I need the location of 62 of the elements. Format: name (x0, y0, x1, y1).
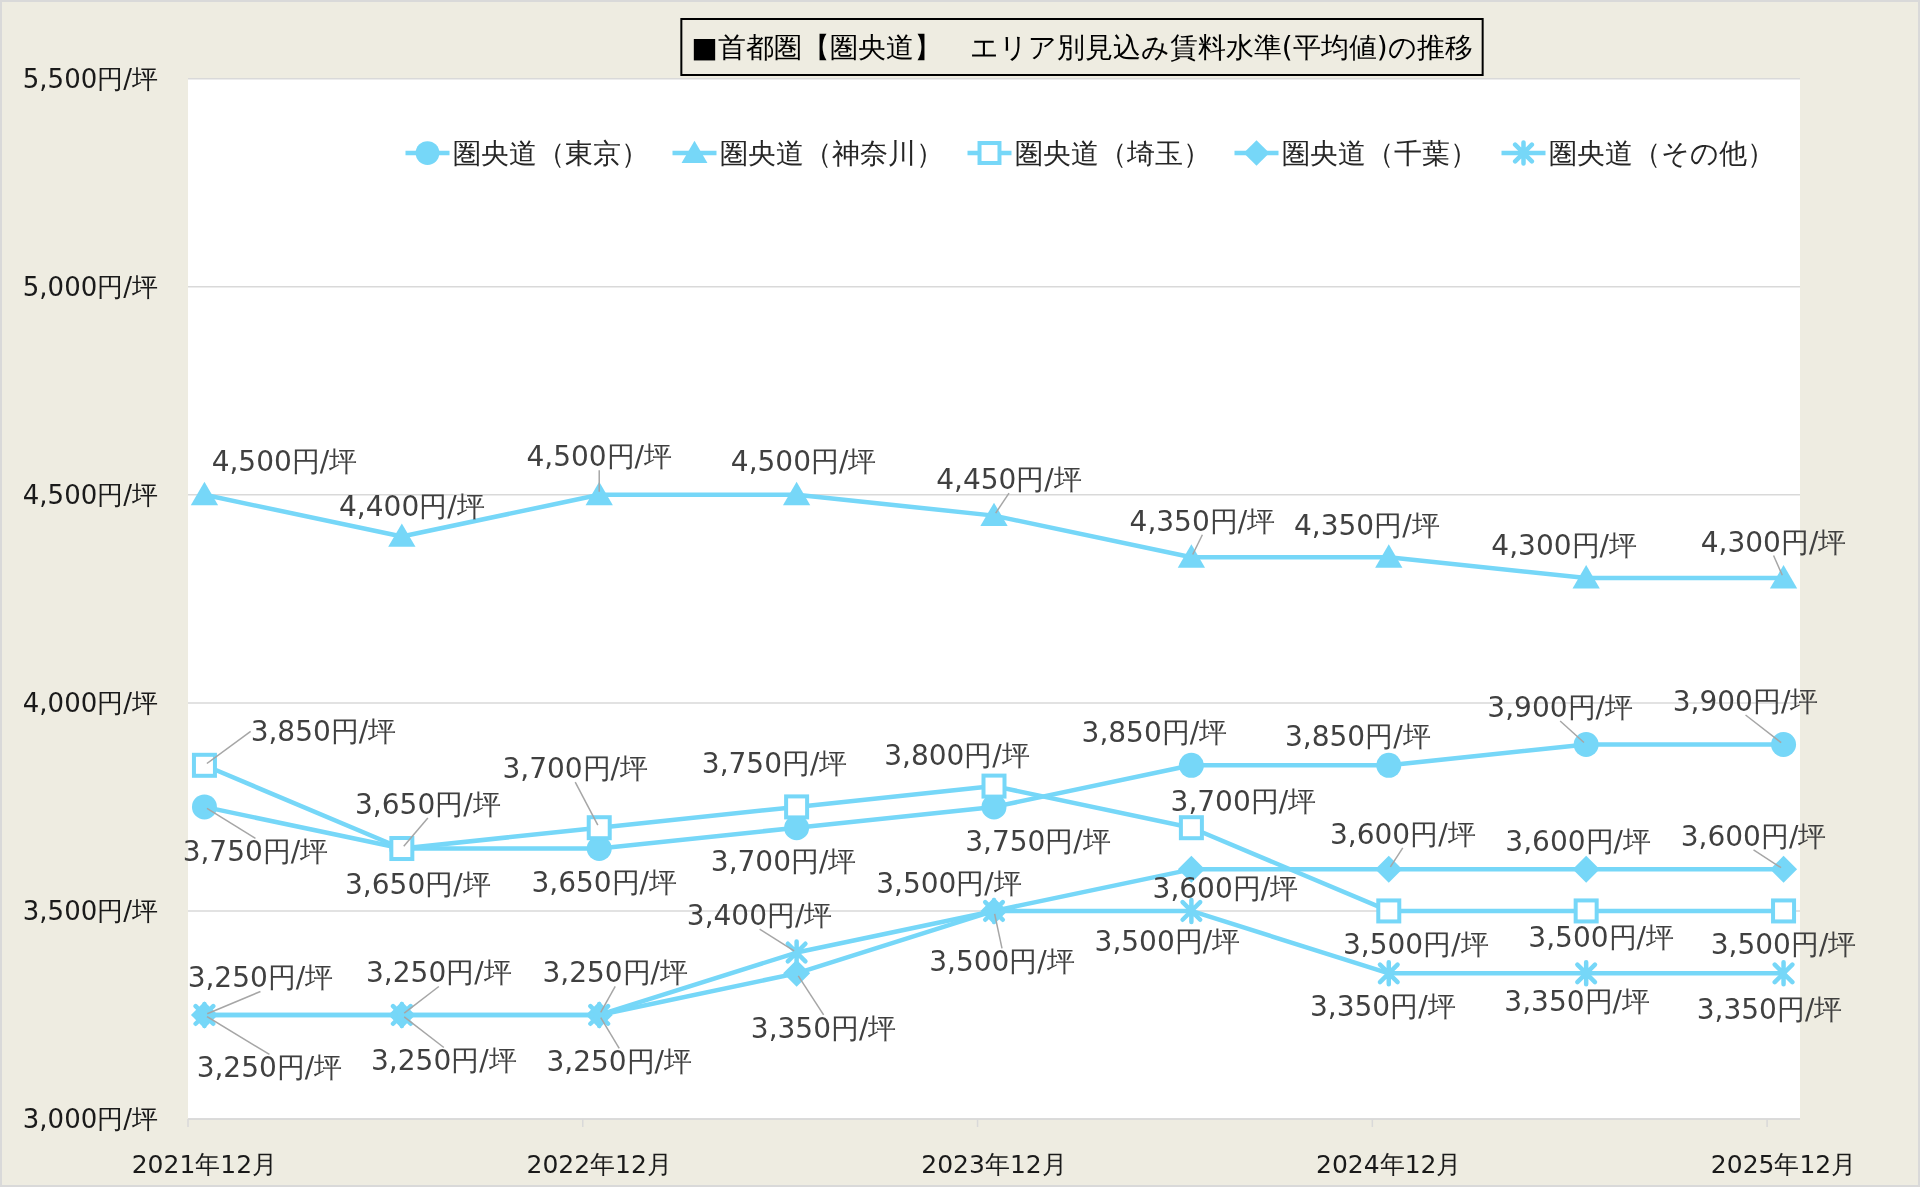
data-label: 3,800円/坪 (884, 738, 1030, 772)
data-label: 3,700円/坪 (502, 752, 649, 786)
data-label: 4,500円/坪 (526, 440, 673, 474)
data-label: 3,350円/坪 (750, 1011, 897, 1045)
x-tick-label: 2023年12月 (921, 1149, 1067, 1179)
data-label: 4,300円/坪 (1491, 528, 1637, 562)
data-label: 3,350円/坪 (1309, 989, 1456, 1023)
data-label: 3,250円/坪 (371, 1044, 517, 1078)
data-label: 3,250円/坪 (196, 1051, 343, 1085)
data-label: 3,500円/坪 (929, 945, 1075, 979)
data-label: 3,750円/坪 (701, 747, 848, 781)
data-label: 3,500円/坪 (1094, 925, 1241, 959)
data-label: 3,850円/坪 (1081, 715, 1228, 749)
data-label: 4,500円/坪 (211, 445, 358, 479)
x-tick-label: 2021年12月 (131, 1149, 278, 1179)
data-label: 3,250円/坪 (542, 956, 689, 990)
data-label: 3,500円/坪 (1710, 928, 1857, 962)
data-label: 3,700円/坪 (710, 845, 857, 879)
data-label: 3,650円/坪 (355, 788, 501, 822)
legend-label: 圏央道（東京） (452, 136, 649, 170)
data-label: 3,600円/坪 (1680, 819, 1827, 853)
data-label: 3,250円/坪 (187, 961, 334, 995)
data-label: 4,350円/坪 (1293, 508, 1440, 542)
data-label: 3,400円/坪 (686, 899, 833, 933)
y-tick-label: 5,500円/坪 (22, 63, 158, 94)
legend-label: 圏央道（その他） (1548, 136, 1775, 170)
data-label: 3,500円/坪 (876, 867, 1022, 901)
y-tick-label: 4,000円/坪 (22, 687, 158, 718)
data-label: 4,500円/坪 (730, 445, 877, 479)
data-label: 3,600円/坪 (1152, 871, 1299, 905)
data-label: 3,250円/坪 (366, 956, 512, 990)
data-label: 3,650円/坪 (531, 866, 678, 900)
data-label: 3,600円/坪 (1505, 824, 1651, 858)
data-label: 3,750円/坪 (182, 835, 329, 869)
x-tick-label: 2025年12月 (1710, 1149, 1857, 1179)
data-label: 3,650円/坪 (345, 868, 491, 902)
data-label: 4,450円/坪 (936, 463, 1082, 497)
y-tick-label: 5,000円/坪 (22, 271, 158, 302)
data-label: 3,850円/坪 (1284, 719, 1431, 753)
data-label: 4,300円/坪 (1700, 525, 1847, 559)
y-tick-label: 3,000円/坪 (22, 1104, 158, 1134)
data-label: 4,350円/坪 (1129, 504, 1276, 538)
data-label: 3,350円/坪 (1504, 984, 1650, 1018)
data-label: 3,900円/坪 (1672, 684, 1819, 718)
data-label: 3,850円/坪 (250, 714, 397, 748)
data-label: 3,750円/坪 (965, 825, 1111, 859)
y-tick-label: 3,500円/坪 (22, 895, 158, 926)
data-label: 3,500円/坪 (1528, 921, 1674, 955)
data-label: 3,250円/坪 (546, 1045, 693, 1079)
data-label: 3,900円/坪 (1487, 690, 1633, 724)
x-tick-label: 2024年12月 (1316, 1149, 1462, 1179)
data-label: 3,600円/坪 (1329, 817, 1476, 851)
legend-label: 圏央道（千葉） (1281, 136, 1478, 170)
data-label: 4,400円/坪 (339, 489, 485, 523)
data-label: 3,500円/坪 (1342, 928, 1489, 962)
legend-label: 圏央道（神奈川） (719, 136, 944, 170)
legend-label: 圏央道（埼玉） (1014, 136, 1211, 170)
data-label: 3,700円/坪 (1170, 785, 1317, 819)
chart-title: ■首都圏【圏央道】 エリア別見込み賃料水準(平均値)の推移 (691, 31, 1473, 64)
x-tick-label: 2022年12月 (526, 1149, 672, 1179)
data-label: 3,350円/坪 (1696, 992, 1843, 1026)
y-tick-label: 4,500円/坪 (22, 479, 158, 510)
